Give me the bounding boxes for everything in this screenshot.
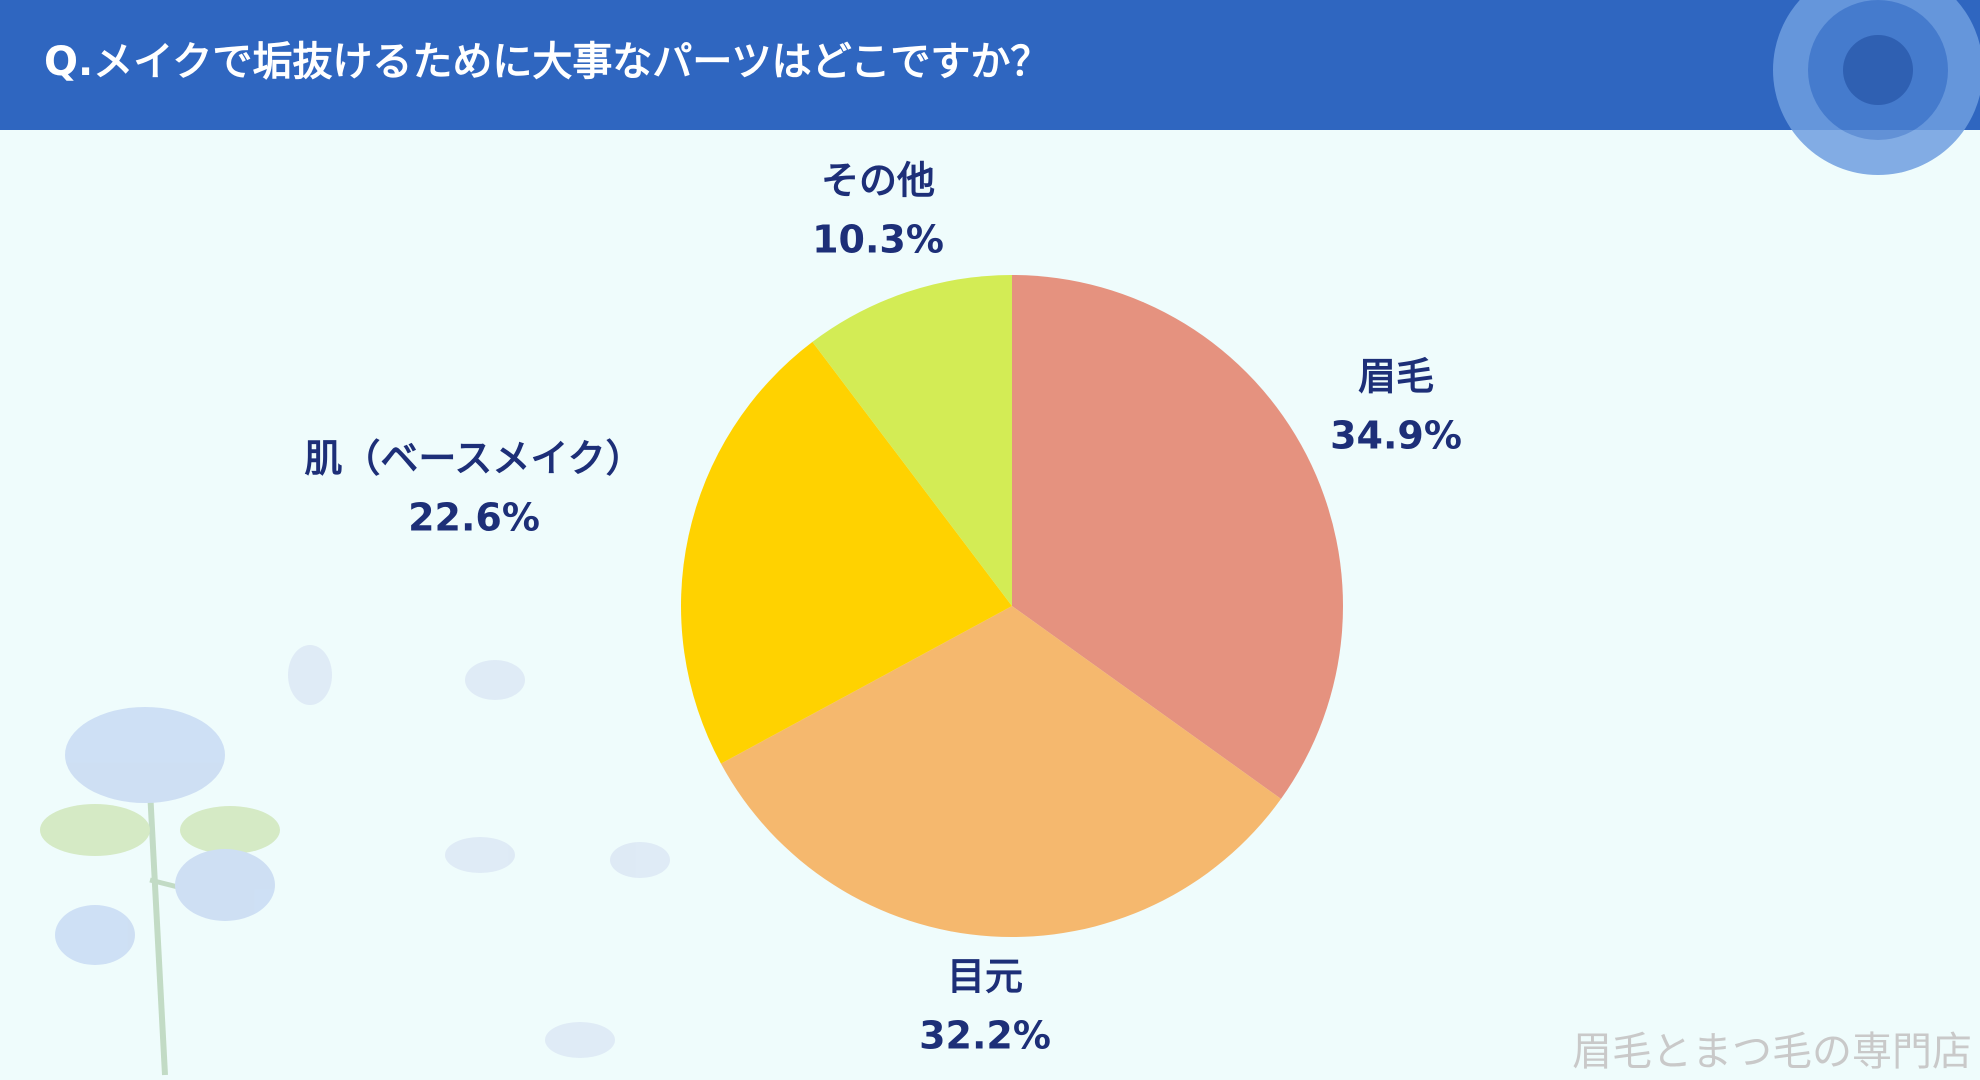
value-label: 10.3% (812, 218, 944, 262)
flower-decoration (40, 645, 670, 1076)
category-label: 眉毛 (1358, 355, 1434, 399)
category-label: 肌（ベースメイク） (304, 437, 643, 481)
pie-slice (720, 606, 1282, 937)
header-bar (0, 0, 1980, 130)
category-label: その他 (821, 159, 935, 203)
pie-slice (812, 275, 1012, 606)
value-label: 34.9% (1330, 414, 1462, 458)
value-label: 22.6% (408, 496, 540, 540)
pie-slice (681, 341, 1012, 764)
category-label: 目元 (947, 955, 1023, 999)
value-label: 32.2% (919, 1014, 1051, 1058)
chart-title: Q.メイクで垢抜けるために大事なパーツはどこですか？ (44, 39, 1050, 85)
pie-slice (1012, 275, 1343, 799)
watermark: 眉毛とまつ毛の専門店 (1572, 1029, 1972, 1075)
rose-decoration (1773, 0, 1980, 175)
